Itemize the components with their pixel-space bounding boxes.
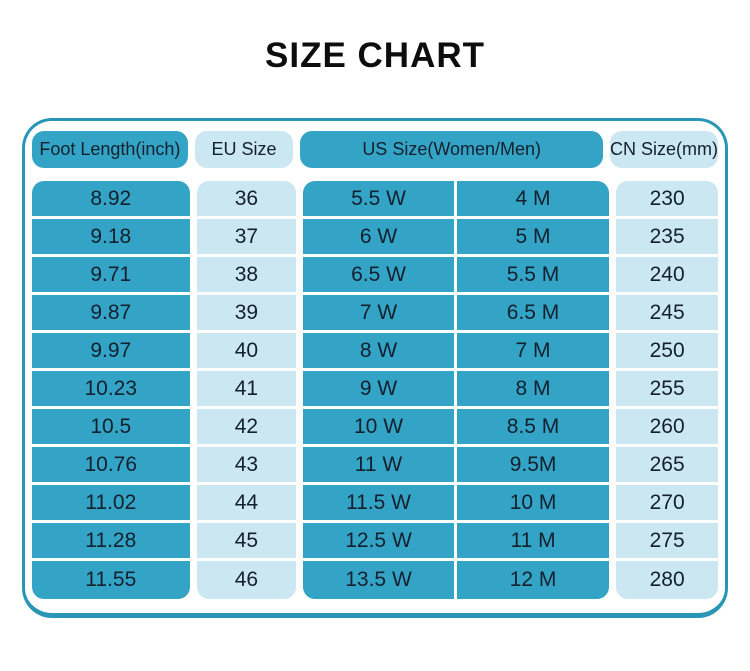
cell-foot-length: 10.76 [32,447,190,485]
column-cn-size: 230 235 240 245 250 255 260 265 270 275 280 [616,181,718,599]
cell-us-women: 5.5 W [303,181,454,219]
cell-eu-size: 46 [234,568,259,591]
column-eu-size: 36 37 38 39 40 41 42 43 44 45 46 [196,181,297,599]
cell-eu-size: 41 [196,371,297,409]
cell-us-men: 6.5 M [456,295,610,333]
cell-eu-size: 44 [196,485,297,523]
table-body: 8.92 9.18 9.71 9.87 9.97 10.23 10.5 10.76 11.02 1… [32,181,718,599]
cell-cn-size: 275 [616,523,718,561]
cell-foot-length: 11.28 [32,523,190,561]
cell-us-men: 9.5M [456,447,610,485]
cell-cn-size: 255 [616,371,718,409]
cell-us-men: 7 M [456,333,610,371]
column-foot-length: 8.92 9.18 9.71 9.87 9.97 10.23 10.5 10.76 11.02 1… [32,181,190,599]
header-foot-length: Foot Length(inch) [32,131,188,168]
cell-cn-size: 265 [616,447,718,485]
cell-us-women: 9 W [303,371,454,409]
cell-foot-length: 9.97 [32,333,190,371]
cell-us-women: 7 W [303,295,454,333]
cell-cn-size: 235 [616,219,718,257]
cell-us-men: 5.5 M [456,257,610,295]
cell-us-men: 12 M [509,568,557,591]
cell-eu-size: 39 [196,295,297,333]
header-cn-size: CN Size(mm) [610,131,718,168]
cell-eu-size: 40 [196,333,297,371]
cell-eu-size: 45 [196,523,297,561]
cell-us-women: 13.5 W [345,568,412,591]
cell-us-women: 6 W [303,219,454,257]
cell-us-men: 11 M [456,523,610,561]
cell-us-women: 10 W [303,409,454,447]
cell-eu-size: 43 [196,447,297,485]
cell-eu-size: 42 [196,409,297,447]
cell-foot-length: 8.92 [32,181,190,219]
cell-cn-size: 280 [649,568,685,591]
cell-eu-size: 37 [196,219,297,257]
cell-foot-length: 11.02 [32,485,190,523]
cell-cn-size: 260 [616,409,718,447]
cell-us-women: 8 W [303,333,454,371]
page-title: SIZE CHART [265,36,485,75]
cell-cn-size: 240 [616,257,718,295]
cell-us-women: 12.5 W [303,523,454,561]
cell-cn-size: 250 [616,333,718,371]
cell-foot-length: 11.55 [85,568,137,591]
cell-us-women: 11 W [303,447,454,485]
cell-eu-size: 38 [196,257,297,295]
table-header-row: Foot Length(inch) EU Size US Size(Women/… [32,131,718,168]
cell-us-men: 8.5 M [456,409,610,447]
cell-us-men: 5 M [456,219,610,257]
header-us-size: US Size(Women/Men) [300,131,603,168]
cell-us-men: 8 M [456,371,610,409]
cell-cn-size: 230 [616,181,718,219]
cell-us-men: 10 M [456,485,610,523]
size-chart-table: Foot Length(inch) EU Size US Size(Women/… [22,118,728,618]
cell-foot-length: 10.23 [32,371,190,409]
cell-foot-length: 10.5 [32,409,190,447]
cell-foot-length: 9.87 [32,295,190,333]
cell-us-women: 11.5 W [303,485,454,523]
cell-cn-size: 245 [616,295,718,333]
cell-foot-length: 9.18 [32,219,190,257]
cell-us-men: 4 M [456,181,610,219]
page: SIZE CHART Foot Length(inch) EU Size US … [0,0,750,618]
cell-eu-size: 36 [196,181,297,219]
cell-us-women: 6.5 W [303,257,454,295]
header-eu-size: EU Size [194,131,294,168]
cell-cn-size: 270 [616,485,718,523]
cell-foot-length: 9.71 [32,257,190,295]
